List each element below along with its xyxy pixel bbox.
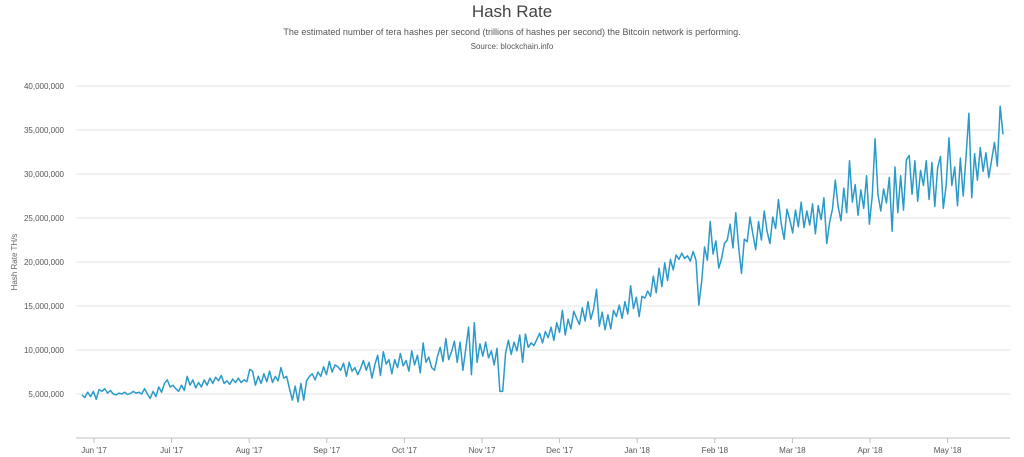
x-tick-label: Jul '17 bbox=[160, 446, 183, 455]
y-tick-label: 10,000,000 bbox=[24, 346, 65, 355]
x-tick-label: Feb '18 bbox=[702, 446, 729, 455]
x-tick-label: Nov '17 bbox=[469, 446, 496, 455]
y-axis-ticks: 5,000,000 10,000,000 15,000,000 20,000,000 2… bbox=[24, 82, 65, 399]
x-tick-label: Jan '18 bbox=[624, 446, 650, 455]
x-tick-label: Aug '17 bbox=[236, 446, 263, 455]
y-tick-label: 5,000,000 bbox=[28, 390, 64, 399]
y-tick-label: 40,000,000 bbox=[24, 82, 65, 91]
x-axis-ticks: Jun '17 Jul '17 Aug '17 Sep '17 Oct '17 Nov '… bbox=[81, 438, 962, 455]
x-tick-label: Sep '17 bbox=[313, 446, 340, 455]
x-tick-label: Apr '18 bbox=[857, 446, 883, 455]
chart-source: Source: blockchain.info bbox=[470, 42, 554, 51]
series-line-hash-rate bbox=[81, 105, 1004, 403]
x-tick-label: Jun '17 bbox=[81, 446, 107, 455]
y-tick-label: 30,000,000 bbox=[24, 170, 65, 179]
x-tick-label: May '18 bbox=[934, 446, 962, 455]
x-tick-label: Mar '18 bbox=[779, 446, 806, 455]
y-tick-label: 25,000,000 bbox=[24, 214, 65, 223]
y-tick-label: 15,000,000 bbox=[24, 302, 65, 311]
y-axis-label: Hash Rate TH/s bbox=[10, 234, 19, 291]
chart-title: Hash Rate bbox=[471, 2, 553, 21]
gridlines bbox=[76, 85, 1010, 395]
chart-subtitle: The estimated number of tera hashes per … bbox=[283, 27, 741, 37]
y-tick-label: 35,000,000 bbox=[24, 126, 65, 135]
y-tick-label: 20,000,000 bbox=[24, 258, 65, 267]
x-tick-label: Oct '17 bbox=[392, 446, 418, 455]
x-tick-label: Dec '17 bbox=[546, 446, 573, 455]
